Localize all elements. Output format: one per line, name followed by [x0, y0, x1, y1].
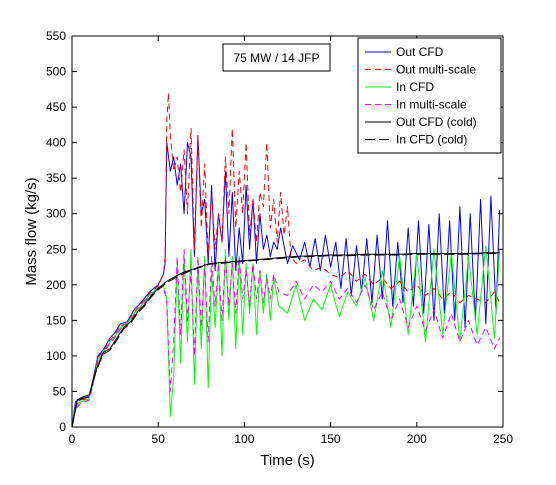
series-line-in-cfd — [72, 245, 501, 427]
annotation-box: 75 MW / 14 JFP — [222, 43, 331, 72]
x-axis-title: Time (s) — [260, 452, 314, 469]
x-tick-label: 200 — [407, 432, 427, 446]
annotation-label: 75 MW / 14 JFP — [233, 51, 319, 65]
x-tick-label: 50 — [152, 432, 166, 446]
y-tick-label: 550 — [46, 29, 66, 43]
y-tick-label: 250 — [46, 242, 66, 256]
y-tick-label: 150 — [46, 313, 66, 327]
legend-label-in-cfd: In CFD — [396, 80, 434, 94]
series-line-out-cfd-cold — [72, 252, 500, 427]
x-tick-label: 0 — [69, 432, 76, 446]
x-tick-label: 150 — [321, 432, 341, 446]
series-line-out-multiscale — [72, 92, 501, 427]
y-tick-label: 450 — [46, 100, 66, 114]
axes-layer — [71, 35, 504, 428]
y-tick-label: 200 — [46, 278, 66, 292]
y-axis-title: Mass flow (kg/s) — [23, 177, 40, 285]
y-tick-label: 350 — [46, 171, 66, 185]
annotation-frame — [222, 43, 331, 72]
legend-frame — [357, 37, 502, 154]
series-layer — [72, 92, 501, 427]
y-tick-label: 100 — [46, 349, 66, 363]
x-tick-label: 100 — [234, 432, 254, 446]
series-line-in-multiscale — [72, 248, 501, 427]
legend-label-in-multiscale: In multi-scale — [396, 98, 467, 112]
legend-label-out-multiscale: Out multi-scale — [396, 63, 476, 77]
legend: Out CFD Out multi-scale In CFD In multi-sca… — [357, 37, 502, 154]
legend-label-in-cfd-cold: In CFD (cold) — [396, 133, 467, 147]
ticks-layer: 0 50 100 150 200 250 0 50 100 150 200 250 300 350 400 4… — [46, 29, 513, 446]
y-tick-label: 300 — [46, 207, 66, 221]
y-tick-label: 50 — [53, 384, 67, 398]
legend-label-out-cfd-cold: Out CFD (cold) — [396, 115, 477, 129]
y-tick-label: 500 — [46, 65, 66, 79]
legend-label-out-cfd: Out CFD — [396, 45, 444, 59]
y-tick-label: 0 — [59, 420, 66, 434]
series-line-in-cfd-cold — [72, 253, 500, 427]
axes-frame — [71, 35, 504, 428]
y-tick-label: 400 — [46, 136, 66, 150]
x-tick-label: 250 — [493, 432, 513, 446]
